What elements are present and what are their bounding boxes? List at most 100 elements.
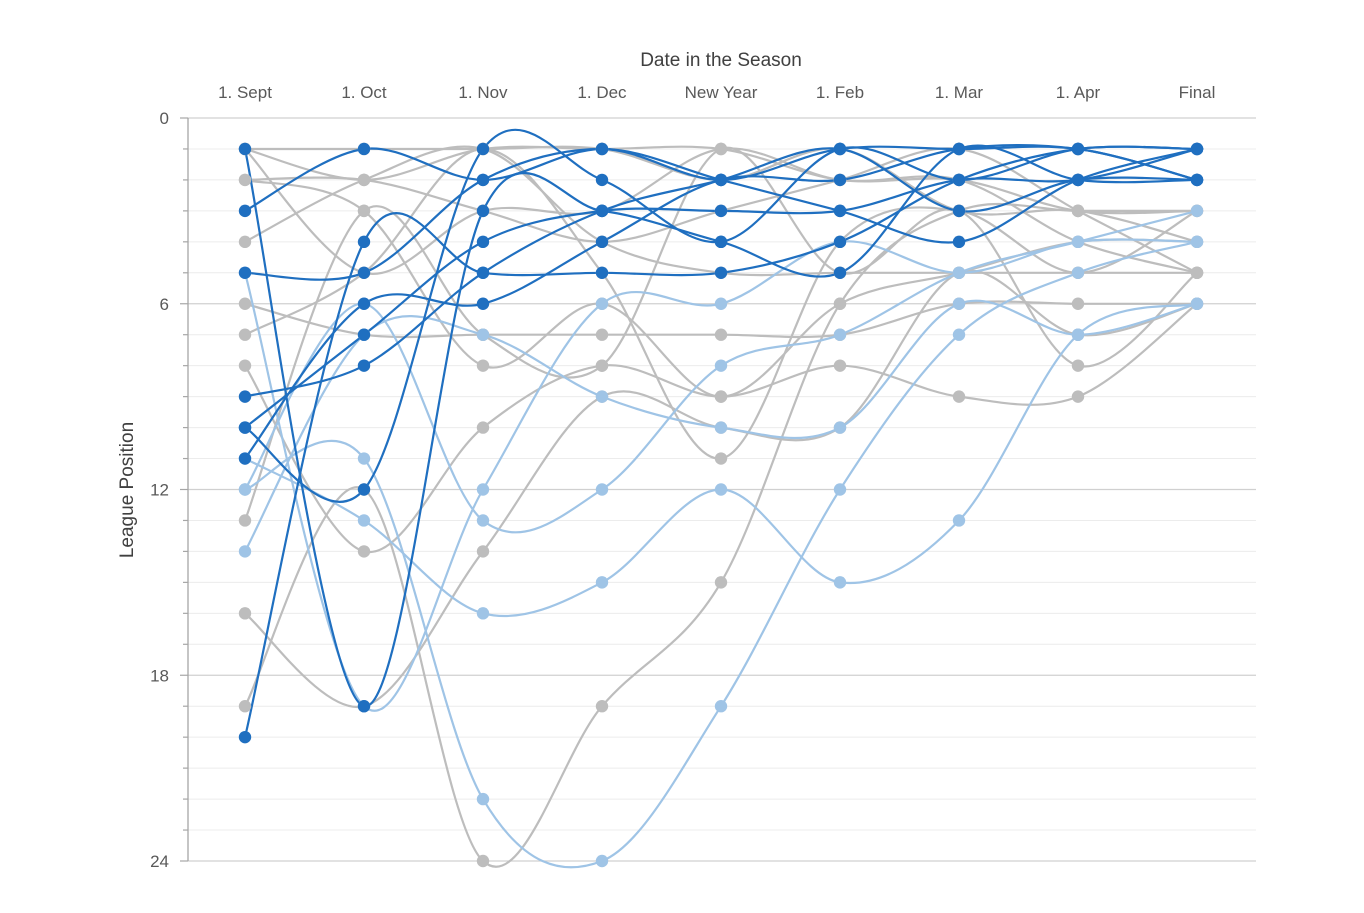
series-points	[238, 142, 1204, 868]
data-point	[833, 235, 847, 249]
y-tick-label: 6	[160, 295, 169, 314]
x-tick-label: 1. Apr	[1056, 83, 1101, 102]
y-tick-label: 24	[150, 852, 169, 871]
data-point	[714, 173, 728, 187]
data-point	[595, 328, 609, 341]
data-point	[595, 235, 609, 249]
data-point	[357, 328, 371, 341]
data-point	[238, 483, 252, 496]
data-point	[476, 235, 490, 249]
data-point	[357, 700, 371, 713]
data-point	[357, 514, 371, 527]
data-point	[476, 483, 490, 496]
data-point	[833, 173, 847, 187]
data-point	[238, 328, 252, 341]
data-point	[595, 700, 609, 713]
data-point	[714, 483, 728, 496]
data-point	[357, 266, 371, 279]
data-point	[238, 452, 252, 465]
series-line-22	[243, 302, 1199, 554]
data-point	[714, 452, 728, 465]
data-point	[357, 297, 371, 310]
data-point	[714, 297, 728, 310]
series-line-24	[243, 202, 1199, 868]
data-point	[595, 576, 609, 589]
series-line-10	[243, 209, 1199, 534]
data-point	[833, 266, 847, 279]
data-point	[952, 390, 966, 403]
series-line-13	[243, 240, 1199, 869]
data-point	[595, 142, 609, 156]
x-tick-label: Final	[1179, 83, 1216, 102]
data-point	[595, 359, 609, 372]
data-point	[238, 297, 252, 310]
data-point	[595, 266, 609, 279]
data-point	[476, 328, 490, 341]
data-point	[1190, 297, 1204, 310]
data-point	[1190, 173, 1204, 187]
data-point	[476, 204, 490, 218]
data-point	[1071, 173, 1085, 187]
data-point	[952, 514, 966, 527]
data-point	[714, 235, 728, 249]
series-line-25	[243, 146, 1199, 522]
y-tick-label: 18	[150, 666, 169, 685]
data-point	[833, 421, 847, 434]
series-line-15	[243, 145, 1199, 243]
data-point	[714, 576, 728, 589]
x-tick-label: 1. Feb	[816, 83, 864, 102]
data-point	[476, 854, 490, 868]
data-point	[952, 142, 966, 156]
series-line-6	[243, 145, 1199, 739]
data-point	[238, 390, 252, 403]
data-point	[1190, 204, 1204, 218]
x-tick-label: 1. Mar	[935, 83, 984, 102]
data-point	[238, 730, 252, 744]
data-point	[952, 204, 966, 218]
data-point	[238, 545, 252, 558]
data-point	[357, 452, 371, 465]
x-tick-label: New Year	[685, 83, 758, 102]
data-point	[238, 235, 252, 249]
data-point	[1071, 204, 1085, 218]
data-point	[357, 204, 371, 218]
data-point	[476, 545, 490, 558]
data-point	[595, 483, 609, 496]
data-point	[1190, 142, 1204, 156]
data-point	[833, 359, 847, 372]
data-point	[476, 792, 490, 806]
series-line-19	[243, 145, 1199, 277]
data-point	[238, 421, 252, 434]
data-point	[357, 173, 371, 187]
data-point	[357, 545, 371, 558]
data-point	[714, 142, 728, 156]
data-point	[714, 359, 728, 372]
data-point	[238, 142, 252, 156]
x-tick-label: 1. Dec	[577, 83, 627, 102]
series-line-9	[243, 238, 1199, 712]
data-point	[833, 483, 847, 496]
data-point	[476, 607, 490, 620]
y-tick-labels: 0 6 12 18 24	[150, 109, 169, 871]
data-point	[476, 266, 490, 279]
data-point	[595, 297, 609, 310]
data-point	[1190, 266, 1204, 279]
x-axis-title: Date in the Season	[640, 50, 802, 71]
series-line-4	[243, 128, 1199, 503]
data-point	[1071, 235, 1085, 249]
data-point	[833, 328, 847, 341]
data-point	[238, 514, 252, 527]
data-point	[357, 235, 371, 249]
x-tick-label: 1. Oct	[341, 83, 387, 102]
x-tick-label: 1. Sept	[218, 83, 272, 102]
data-point	[595, 854, 609, 868]
data-point	[714, 328, 728, 341]
data-point	[238, 359, 252, 372]
data-point	[714, 390, 728, 403]
data-point	[476, 359, 490, 372]
data-point	[595, 173, 609, 187]
data-point	[1071, 359, 1085, 372]
data-point	[1071, 297, 1085, 310]
data-point	[833, 297, 847, 310]
